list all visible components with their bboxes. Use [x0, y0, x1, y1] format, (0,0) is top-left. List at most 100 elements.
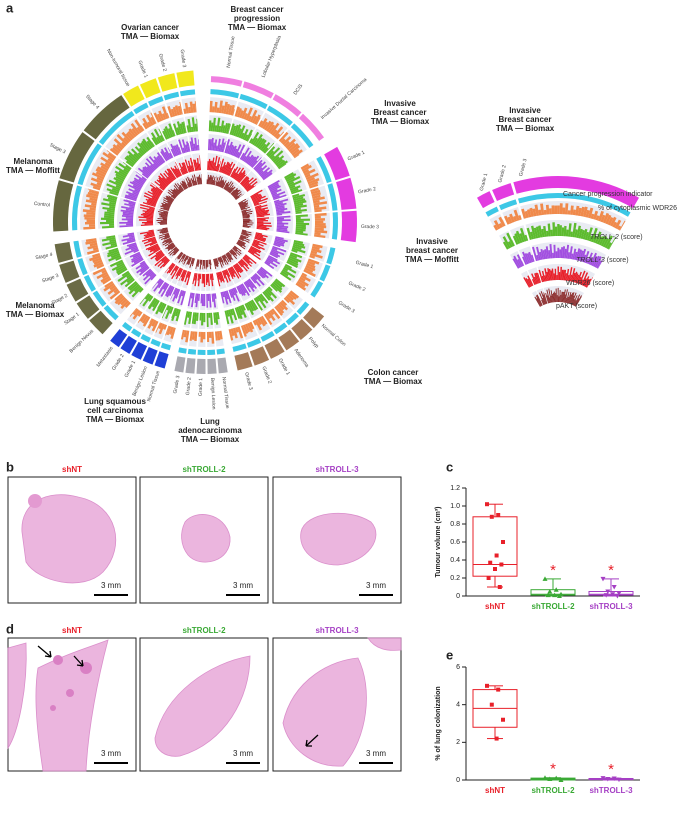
segment-label: Benign Nevus: [69, 328, 96, 354]
track-bar: [247, 322, 254, 333]
track-bar: [240, 207, 246, 210]
track-bar: [194, 137, 198, 151]
track-bar: [222, 255, 226, 262]
track-band: [327, 183, 338, 211]
track-bar: [238, 306, 244, 316]
track-bar: [238, 200, 249, 206]
track-bar: [256, 215, 265, 218]
track-bar: [162, 204, 170, 209]
track-bar: [110, 253, 121, 259]
track-bar: [292, 149, 303, 158]
track-bar: [220, 166, 224, 173]
track-bar: [210, 177, 213, 185]
track-bar: [92, 257, 102, 263]
track-bar: [135, 174, 146, 183]
track-bar: [155, 249, 162, 255]
track-bar: [523, 277, 531, 288]
track-bar: [172, 145, 179, 156]
track-bar: [247, 301, 255, 312]
track-bar: [227, 268, 234, 280]
track-bar: [241, 209, 251, 213]
track-bar: [258, 269, 269, 279]
track-bar: [169, 247, 178, 256]
track-bar: [256, 117, 261, 125]
legend-title: TMA — Biomax: [496, 124, 555, 133]
track-bar: [200, 331, 204, 343]
significance: *: [550, 562, 556, 579]
track-bar: [171, 266, 180, 280]
track-bar: [551, 268, 554, 281]
track-bar: [115, 165, 129, 175]
track-bar: [250, 131, 260, 145]
track-bar: [145, 158, 157, 170]
track-bar: [228, 289, 233, 298]
segment-label: Normal Tissue: [220, 377, 230, 410]
tissue: [35, 639, 109, 772]
track-bar: [235, 151, 240, 158]
track-bar: [314, 223, 326, 226]
track-bar: [104, 280, 114, 289]
track-bar: [583, 250, 590, 263]
track-bar: [595, 215, 600, 221]
segment-label: DCIS: [293, 83, 305, 97]
track-bar: [554, 205, 558, 215]
track-band: [239, 93, 268, 110]
track-bar: [578, 228, 583, 239]
track-bar: [243, 150, 252, 163]
track-bar: [150, 274, 157, 281]
track-bar: [245, 129, 253, 142]
track-bar: [201, 273, 204, 284]
track-bar: [211, 331, 215, 344]
track-bar: [242, 212, 248, 215]
track-bar: [226, 182, 234, 192]
track-bar: [155, 253, 165, 261]
track-bar: [535, 272, 541, 284]
data-point: [486, 576, 491, 580]
track-bar: [255, 232, 263, 235]
track-bar: [580, 248, 587, 262]
track-bar: [275, 236, 284, 240]
sample-label: shTROLL-2: [182, 626, 226, 635]
track-bar: [268, 147, 281, 159]
track-bar: [225, 103, 230, 115]
track-bar: [164, 151, 171, 160]
track-bar: [562, 246, 566, 259]
legend-track: TROLL-2: [590, 234, 619, 241]
track-bar: [250, 277, 257, 284]
track-bar: [100, 165, 109, 172]
track-bar: [554, 226, 558, 237]
track-bar: [252, 320, 257, 326]
track-bar: [157, 155, 164, 164]
track-bar: [188, 257, 192, 266]
track-bar: [206, 312, 209, 327]
track-bar: [559, 203, 563, 215]
track-bar: [252, 241, 264, 247]
track-bar: [161, 205, 170, 209]
track-bar: [541, 275, 545, 282]
track-bar: [121, 131, 132, 142]
track-bar: [175, 162, 183, 176]
track-bar: [115, 184, 122, 189]
track-bar: [251, 276, 261, 287]
data-point: [489, 702, 494, 707]
track-bar: [559, 249, 562, 259]
track-bar: [155, 156, 163, 165]
track-bar: [181, 181, 187, 190]
track-bar: [513, 209, 520, 221]
track-bar: [231, 189, 238, 196]
track-bar: [221, 291, 225, 298]
track-bar: [314, 218, 326, 221]
track-bar: [259, 267, 267, 275]
track-bar: [194, 273, 197, 281]
track-bar: [124, 196, 137, 202]
track-bar: [187, 292, 192, 307]
track-bar: [239, 174, 247, 183]
track-bar: [312, 243, 323, 249]
track-bar: [213, 181, 216, 186]
track-bar: [115, 256, 122, 261]
track-bar: [147, 190, 160, 198]
track-bar: [243, 282, 252, 293]
track-bar: [211, 157, 215, 171]
track-bar: [166, 305, 171, 311]
track-bar: [586, 227, 593, 241]
